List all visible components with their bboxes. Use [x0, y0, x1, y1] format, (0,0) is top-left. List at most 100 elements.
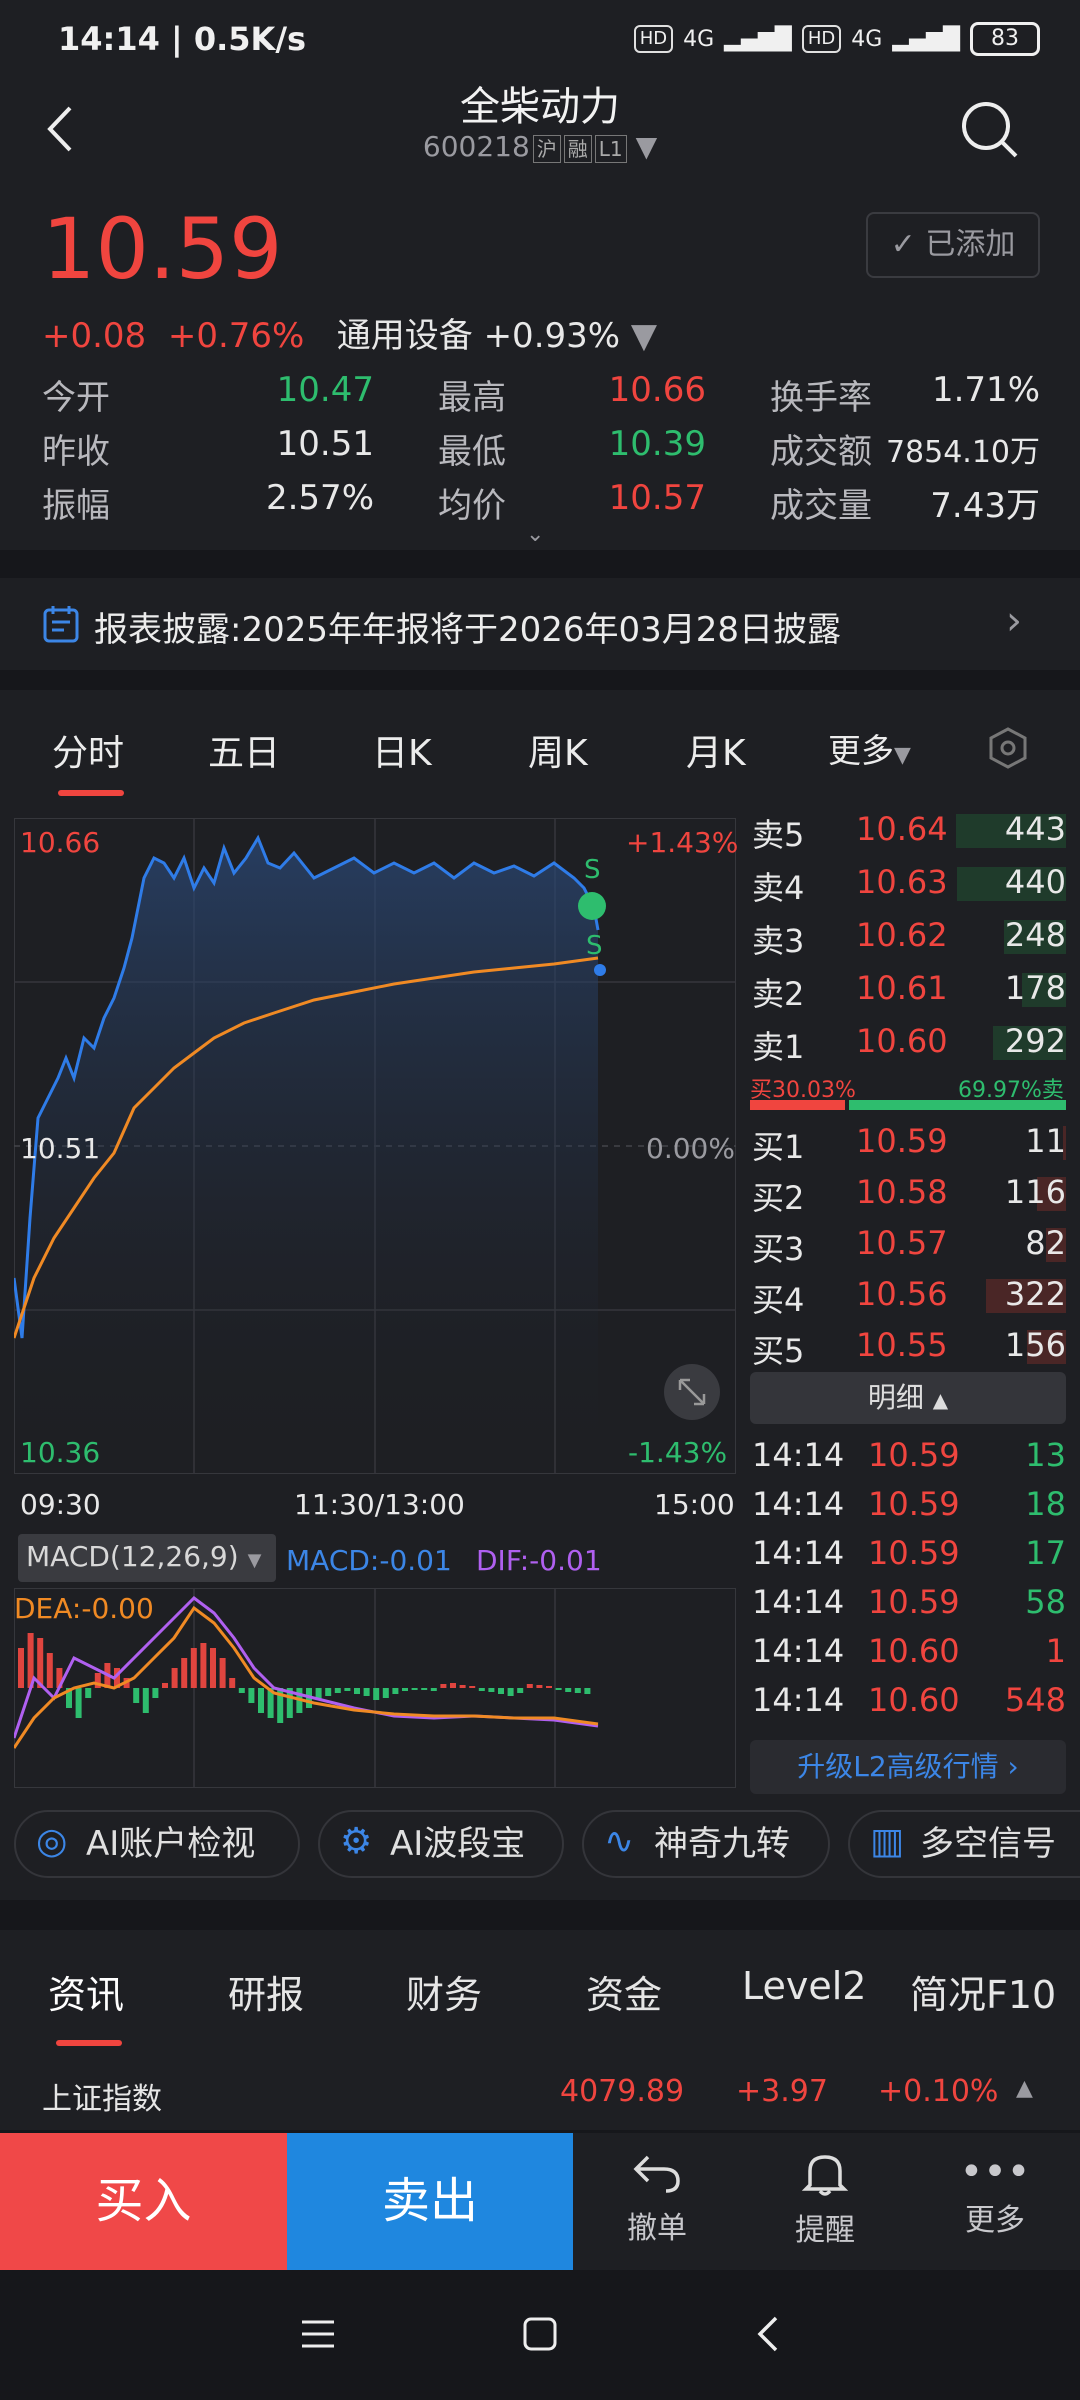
ask-volume: 440	[1004, 863, 1066, 901]
macd-bar	[114, 1668, 120, 1688]
tab-more[interactable]: 更多▼	[828, 724, 911, 772]
more-button[interactable]: ••• 更多	[920, 2133, 1070, 2270]
tab-week-k[interactable]: 周K	[528, 733, 588, 774]
time-start: 09:30	[20, 1488, 101, 1521]
stat-value: 10.57	[608, 478, 706, 518]
chevron-down-icon[interactable]: ▼	[630, 316, 658, 356]
macd-bar	[171, 1668, 178, 1688]
macd-label: MACD(12,26,9)	[26, 1540, 239, 1573]
settings-hex-icon[interactable]	[986, 726, 1030, 770]
long-short-label: 多空信号	[920, 1824, 1056, 1864]
bid-volume-bar	[986, 1279, 1066, 1313]
trade-price: 10.59	[868, 1436, 960, 1474]
tab-more-label: 更多	[828, 731, 894, 770]
bid-price: 10.56	[856, 1275, 948, 1313]
time-end: 15:00	[654, 1488, 735, 1521]
trade-volume: 13	[1025, 1436, 1066, 1474]
status-icons: HD 4G ▂▄▆█ HD 4G ▂▄▆█ 83	[633, 22, 1040, 56]
stock-code-line[interactable]: 600218 沪融 L1 ▼	[0, 130, 1080, 163]
tab-month-k[interactable]: 月K	[686, 733, 746, 774]
tab-news[interactable]: 资讯	[48, 1973, 125, 2017]
macd-bar	[248, 1688, 255, 1703]
ask-volume-bar	[1022, 973, 1066, 1007]
chevron-down-icon: ▼	[247, 1550, 262, 1571]
alert-button[interactable]: 提醒	[750, 2133, 900, 2270]
trend-icon: ∿	[604, 1821, 635, 1862]
stat-label: 最低	[438, 432, 506, 472]
macd-bar	[56, 1668, 63, 1688]
tab-intraday[interactable]: 分时	[52, 733, 125, 774]
macd-bar	[450, 1683, 456, 1688]
ask-volume: 248	[1004, 916, 1066, 954]
sell-button[interactable]: 卖出	[287, 2133, 573, 2270]
ai-wave-button[interactable]: ⚙ AI波段宝	[318, 1810, 564, 1878]
ai-account-review-label: AI账户检视	[86, 1824, 256, 1864]
stat-value: 10.39	[608, 424, 706, 464]
menu-icon[interactable]	[300, 2318, 336, 2350]
more-dots-icon: •••	[959, 2149, 1031, 2195]
macd-bar	[469, 1686, 476, 1688]
cancel-order-label: 撤单	[627, 2211, 687, 2246]
detail-toggle[interactable]: 明细 ▲	[750, 1372, 1066, 1424]
ai-account-review-button[interactable]: ◎ AI账户检视	[14, 1810, 300, 1878]
chart-low-price: 10.36	[20, 1436, 101, 1469]
macd-bar	[229, 1678, 236, 1688]
tab-indicator	[58, 790, 124, 796]
sector-change[interactable]: 通用设备 +0.93%	[336, 316, 621, 356]
dea-value: DEA:-0.00	[14, 1592, 154, 1625]
tab-capital[interactable]: 资金	[586, 1973, 663, 2017]
tag-sh: 沪	[532, 135, 561, 163]
chevron-up-icon: ▲	[932, 1388, 949, 1412]
macd-bar	[66, 1688, 72, 1708]
ask-volume-bar	[1004, 920, 1066, 954]
upgrade-l2-button[interactable]: 升级L2高级行情 ›	[750, 1740, 1066, 1794]
added-watchlist-button[interactable]: ✓ 已添加	[866, 212, 1040, 278]
home-icon[interactable]	[522, 2316, 558, 2352]
macd-selector[interactable]: MACD(12,26,9) ▼	[18, 1534, 276, 1582]
ask-volume-bar	[993, 1026, 1066, 1060]
stat-value: 10.66	[608, 370, 706, 410]
signal-icon: 4G	[851, 26, 883, 52]
chevron-down-icon: ▼	[894, 743, 911, 768]
stock-name: 全柴动力	[460, 84, 620, 130]
bid-level-label: 买4	[752, 1281, 805, 1319]
tab-finance[interactable]: 财务	[406, 1973, 483, 2017]
trade-time: 14:14	[752, 1534, 845, 1572]
signal-s-icon: S	[586, 931, 603, 961]
dif-value: DIF:-0.01	[476, 1544, 602, 1577]
ai-wave-label: AI波段宝	[390, 1824, 526, 1864]
status-time: 14:14 | 0.5K/s	[58, 20, 307, 58]
long-short-signal-button[interactable]: ▥ 多空信号	[848, 1810, 1080, 1878]
ask-price: 10.60	[856, 1022, 948, 1060]
trade-time: 14:14	[752, 1485, 845, 1523]
buy-button[interactable]: 买入	[0, 2133, 287, 2270]
chart-mid-pct: 0.00%	[646, 1132, 735, 1165]
back-icon[interactable]	[44, 104, 76, 154]
chart-low-pct: -1.43%	[628, 1436, 728, 1469]
magic-nine-button[interactable]: ∿ 神奇九转	[582, 1810, 830, 1878]
macd-bar	[574, 1688, 581, 1693]
search-icon[interactable]	[960, 100, 1020, 160]
tab-day-k[interactable]: 日K	[372, 733, 432, 774]
trade-price: 10.60	[868, 1632, 960, 1670]
macd-bar	[75, 1688, 82, 1718]
tab-five-day[interactable]: 五日	[208, 733, 281, 774]
report-notice[interactable]: 报表披露:2025年年报将于2026年03月28日披露 ›	[0, 578, 1080, 670]
cancel-order-button[interactable]: 撤单	[582, 2133, 732, 2270]
tab-research[interactable]: 研报	[228, 1973, 305, 2017]
chart-top-pct: +1.43%	[626, 826, 739, 859]
expand-chevron-icon[interactable]: ⌄	[526, 522, 545, 547]
ask-volume: 292	[1004, 1022, 1066, 1060]
back-nav-icon[interactable]	[754, 2314, 782, 2354]
index-ticker[interactable]: 上证指数 4079.89 +3.97 +0.10% ▲	[0, 2050, 1080, 2130]
ask-volume-bar	[957, 867, 1066, 901]
intraday-chart[interactable]: S S	[14, 818, 736, 1474]
macd-chart[interactable]	[14, 1588, 736, 1788]
tab-f10[interactable]: 简况F10	[910, 1973, 1057, 2017]
tab-level2[interactable]: Level2	[742, 1964, 867, 2008]
hd-icon: HD	[801, 25, 842, 53]
macd-bar	[238, 1688, 245, 1693]
macd-bar	[37, 1638, 44, 1688]
stat-value: 10.51	[276, 424, 374, 464]
magic-nine-label: 神奇九转	[654, 1824, 790, 1864]
